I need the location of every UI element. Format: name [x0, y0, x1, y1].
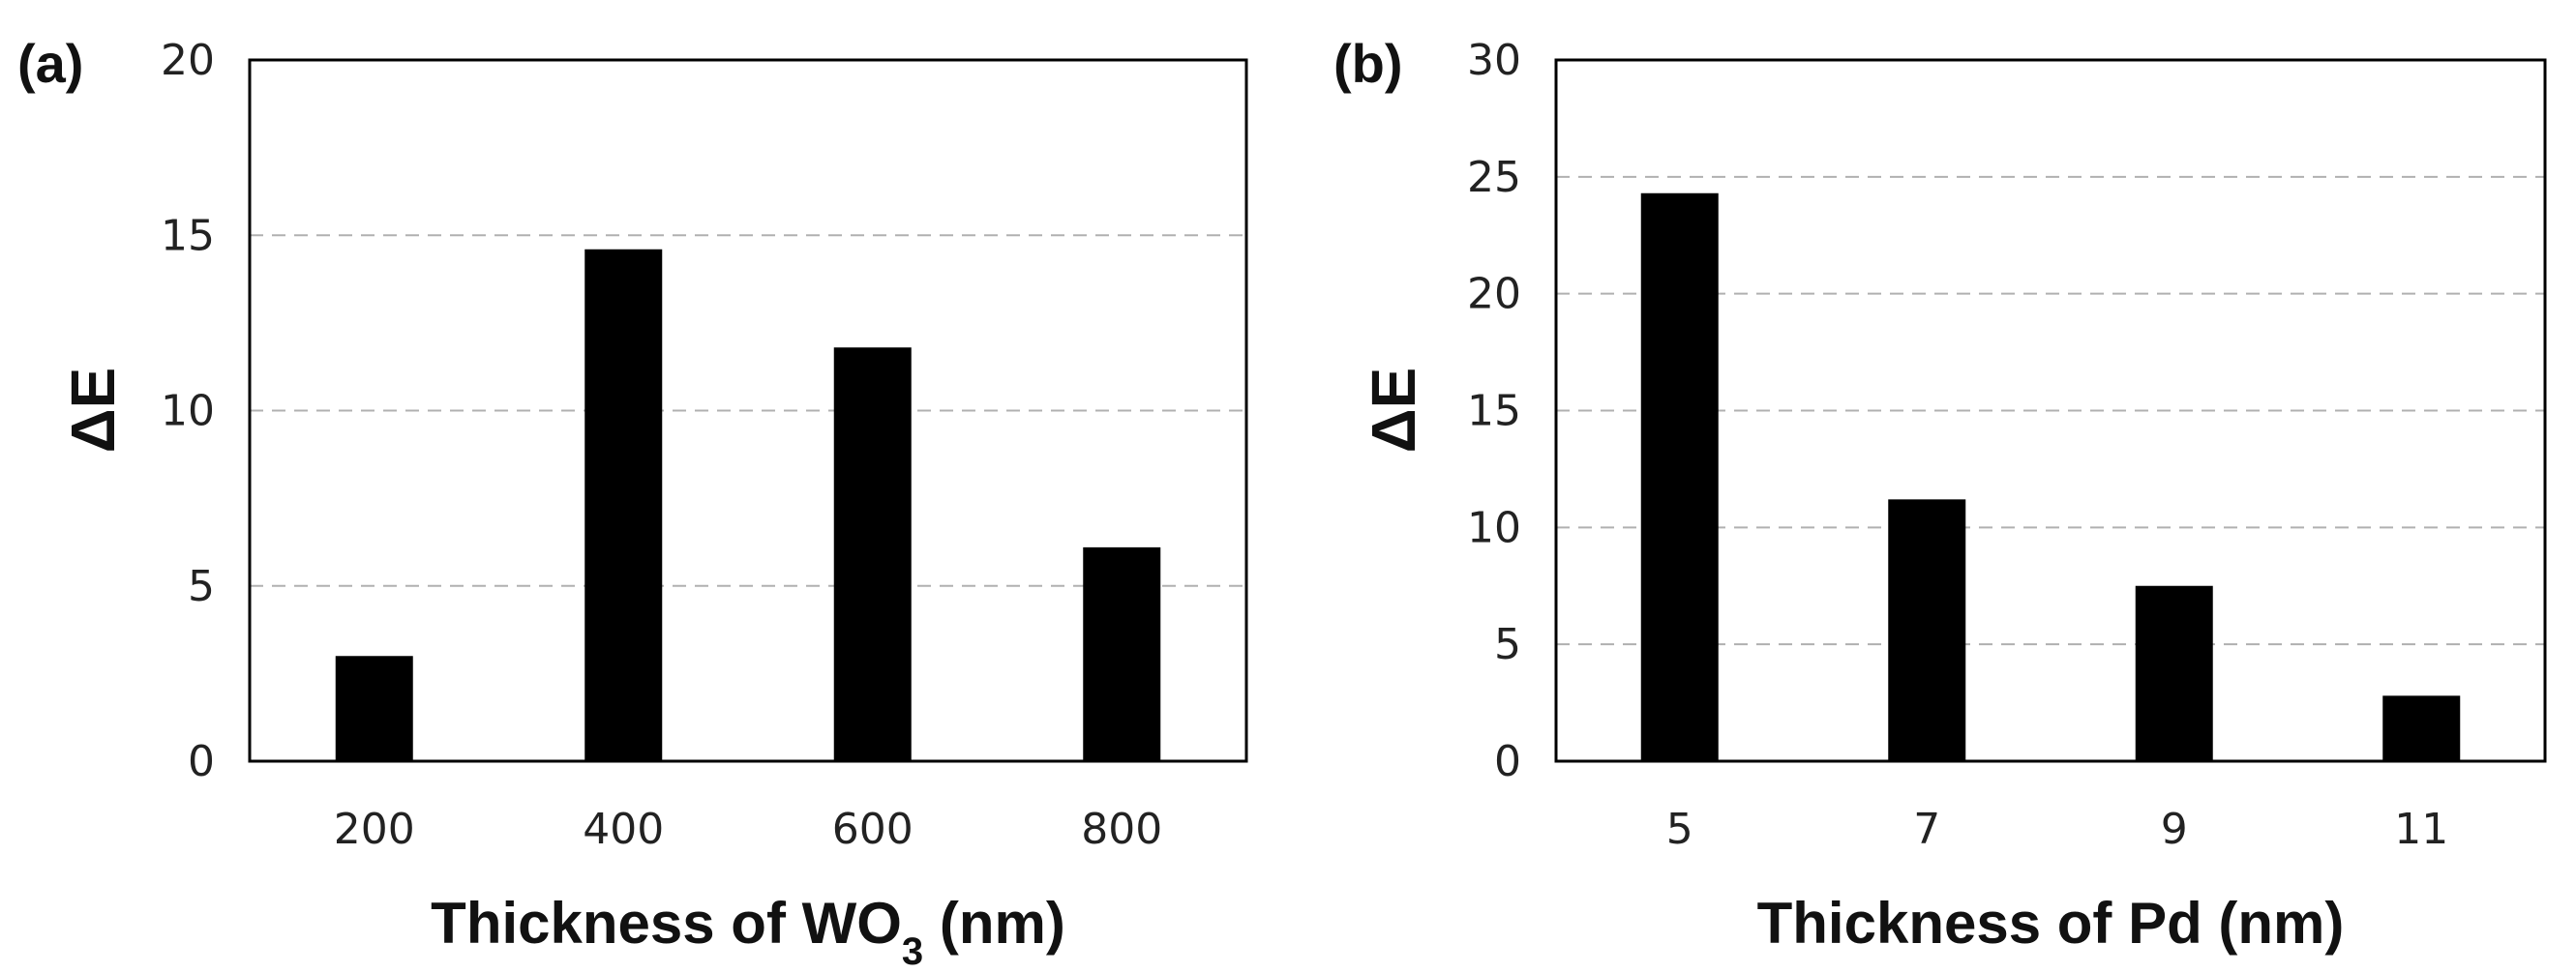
y-tick-label: 10: [1467, 503, 1521, 552]
y-tick-label: 5: [188, 562, 215, 611]
x-tick-label: 200: [334, 805, 415, 854]
x-tick-label: 5: [1666, 805, 1693, 854]
bar: [1083, 546, 1161, 761]
bars-a: [335, 249, 1161, 761]
gridlines-a: [250, 234, 1246, 587]
bar: [584, 249, 663, 761]
y-tick-label: 5: [1494, 620, 1521, 669]
chart-panel-a: 0 5 10 15 20 200 400 600 800 (a) ΔE Thickness o…: [17, 33, 1248, 973]
plot-frame-a: [248, 58, 1248, 763]
y-tick-label: 25: [1467, 153, 1521, 202]
x-tick-labels-a: 200 400 600 800: [334, 805, 1162, 854]
chart-panel-b: 0 5 10 15 20 25 30 5 7 9 11 (b) ΔE Thickness of P…: [1333, 33, 2547, 956]
y-tick-label: 30: [1467, 36, 1521, 85]
bar: [1888, 499, 1966, 761]
bars-b: [1640, 192, 2461, 761]
gridlines-b: [1556, 175, 2545, 646]
y-tick-label: 15: [1467, 387, 1521, 436]
x-tick-label: 9: [2161, 805, 2188, 854]
x-tick-labels-b: 5 7 9 11: [1666, 805, 2449, 854]
plot-frame-b: [1554, 58, 2547, 763]
bar: [833, 347, 912, 761]
x-tick-label: 11: [2394, 805, 2448, 854]
y-tick-label: 15: [161, 211, 215, 260]
panel-label-b: (b): [1333, 33, 1403, 94]
bar: [2135, 585, 2213, 761]
panel-label-a: (a): [17, 33, 83, 94]
bar: [335, 656, 413, 761]
y-tick-label: 20: [161, 36, 215, 85]
x-tick-label: 600: [832, 805, 914, 854]
y-tick-label: 10: [161, 387, 215, 436]
x-axis-title-b: Thickness of Pd (nm): [1757, 891, 2345, 956]
y-axis-title-a: ΔE: [58, 368, 128, 454]
bar: [2382, 695, 2461, 761]
y-tick-label: 20: [1467, 270, 1521, 319]
y-axis-title-b: ΔE: [1359, 368, 1428, 454]
y-tick-label: 0: [188, 737, 215, 786]
x-axis-title-a: Thickness of WO3 (nm): [431, 891, 1065, 973]
x-tick-label: 7: [1913, 805, 1940, 854]
y-tick-label: 0: [1494, 737, 1521, 786]
x-tick-label: 800: [1081, 805, 1162, 854]
bar: [1640, 192, 1719, 761]
y-tick-labels-b: 0 5 10 15 20 25 30: [1467, 36, 1521, 786]
x-tick-label: 400: [583, 805, 664, 854]
y-tick-labels-a: 0 5 10 15 20: [161, 36, 215, 786]
